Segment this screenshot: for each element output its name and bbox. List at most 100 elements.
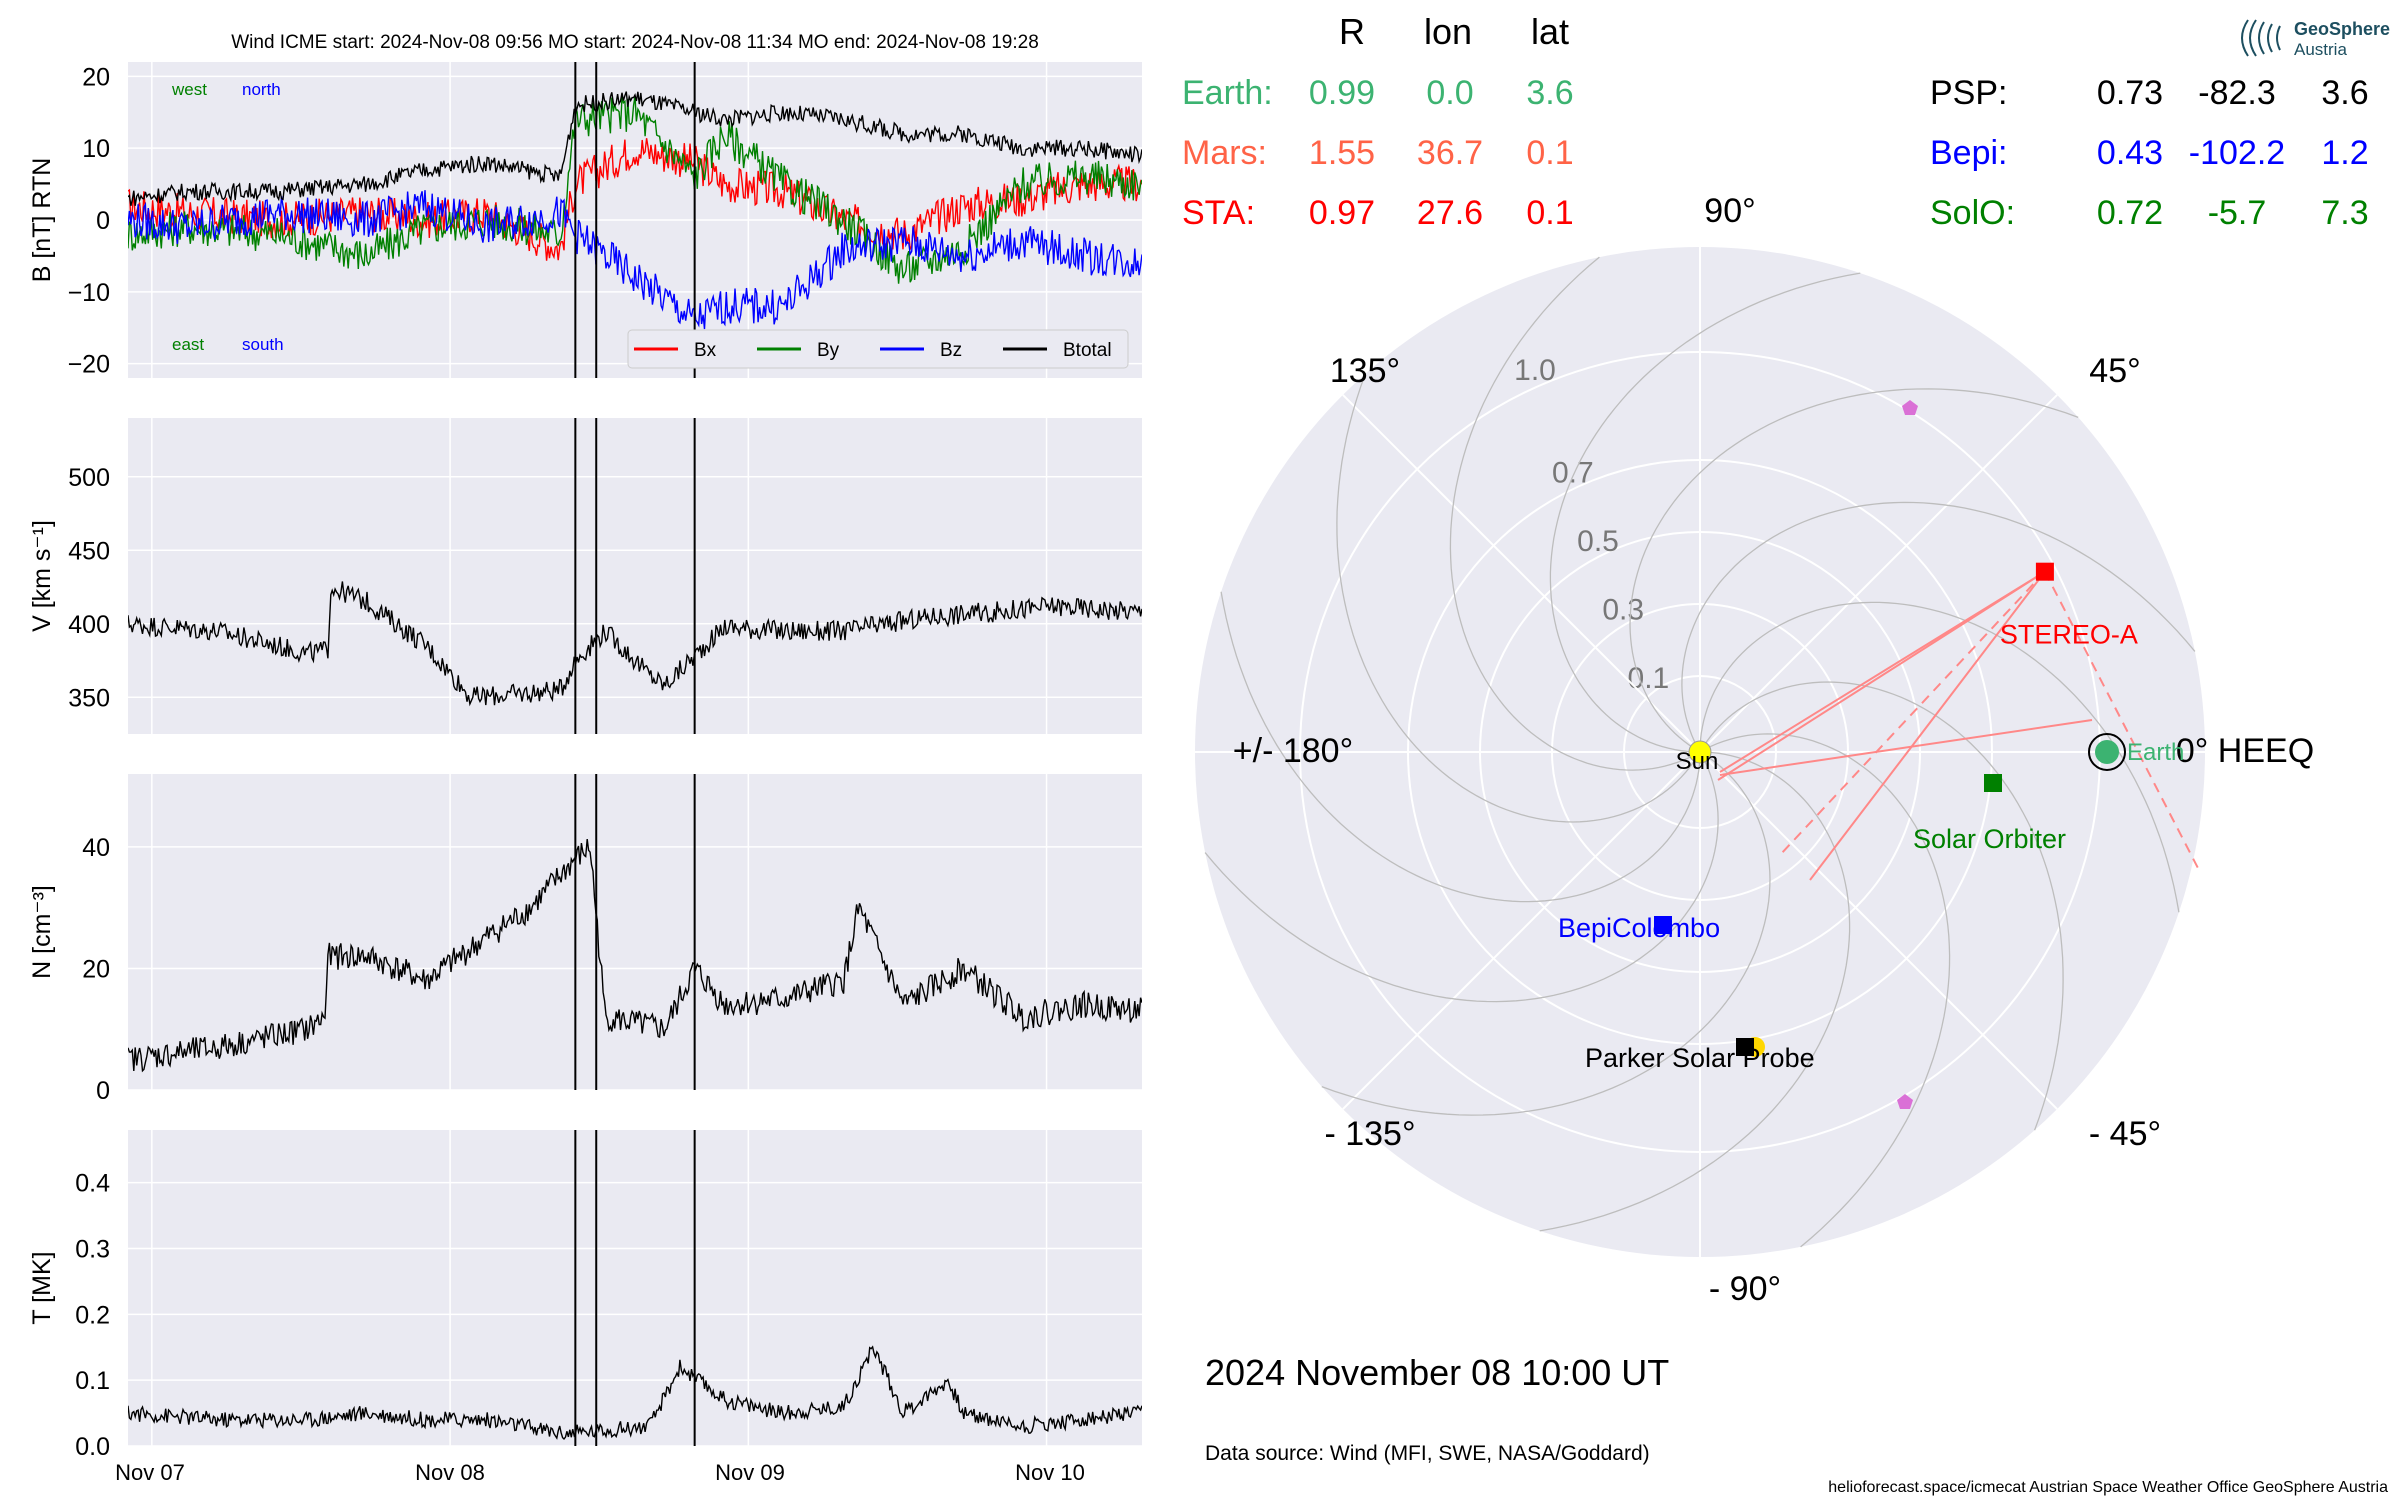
y-tick-label: 0.0 xyxy=(75,1433,110,1461)
x-tick-nov09: Nov 09 xyxy=(715,1460,785,1485)
y-tick-label: 40 xyxy=(82,834,110,862)
table-cell: 0.1 xyxy=(1526,134,1573,172)
legend-box xyxy=(627,329,1129,369)
angular-gridline xyxy=(1699,751,2058,1110)
body-label: Solar Orbiter xyxy=(1913,824,2066,854)
table-cell: 3.6 xyxy=(1526,74,1573,112)
series-line-N xyxy=(128,839,1142,1073)
series-group xyxy=(128,839,1142,1073)
table-cell: Earth: xyxy=(1182,74,1273,112)
radial-tick-label: 1.0 xyxy=(1514,354,1556,387)
parker-spiral-line xyxy=(1629,388,2079,753)
body-marker xyxy=(2035,562,2054,581)
fov-line-dashed xyxy=(2044,571,2201,873)
table-cell: SolO: xyxy=(1930,194,2015,232)
series-group xyxy=(128,581,1142,707)
body-label: Parker Solar Probe xyxy=(1585,1043,1815,1073)
y-tick-label: 0.2 xyxy=(75,1301,110,1329)
y-axis-label: T [MK] xyxy=(28,1251,56,1324)
table-cell: PSP: xyxy=(1930,74,2007,112)
body-label: STEREO-A xyxy=(2000,620,2138,650)
body-parker-solar-probe: Parker Solar Probe xyxy=(1585,1037,1815,1073)
x-tick-nov10: Nov 10 xyxy=(1015,1460,1085,1485)
table-cell: -82.3 xyxy=(2198,74,2276,112)
table-header: lon xyxy=(1424,11,1472,52)
body-marker xyxy=(1736,1038,1754,1056)
footer-date: 2024 November 08 10:00 UT xyxy=(1205,1352,1669,1393)
header-title: Wind ICME start: 2024-Nov-08 09:56 MO st… xyxy=(231,32,1039,53)
legend-entry-Bz: Bz xyxy=(940,340,962,361)
table-cell: -102.2 xyxy=(2189,134,2285,172)
table-header: R xyxy=(1339,11,1365,52)
y-tick-label: 20 xyxy=(82,955,110,983)
body-label: Sun xyxy=(1676,748,1719,775)
table-header: lat xyxy=(1531,11,1569,52)
y-tick-label: 0.4 xyxy=(75,1170,110,1198)
angle-label: 135° xyxy=(1330,352,1400,390)
body-bepicolombo: BepiColombo xyxy=(1558,913,1720,943)
series-line-Bz xyxy=(128,190,1142,330)
y-tick-label: 10 xyxy=(82,135,110,163)
timeseries-panels: 20 10 0 −10 −20 B [nT] RTN west north east south B… xyxy=(28,62,1142,1461)
series-group xyxy=(128,91,1142,330)
radial-tick-label: 0.7 xyxy=(1552,457,1594,490)
panel-V: 500 450 400 350 V [km s⁻¹] xyxy=(28,418,1142,734)
table-cell: 1.55 xyxy=(1309,134,1375,172)
angular-gridline xyxy=(1342,394,1701,753)
planet-marker xyxy=(1897,1094,1913,1109)
parker-spiral-line xyxy=(1321,751,1771,1116)
y-tick-label: −20 xyxy=(68,351,110,379)
body-marker xyxy=(1654,916,1672,934)
parker-spiral-line xyxy=(1699,601,2180,913)
body-earth: Earth xyxy=(2088,733,2184,771)
geosphere-logo: GeoSphere Austria xyxy=(2241,19,2390,59)
table-cell: 0.1 xyxy=(1526,194,1573,232)
panel-B: 20 10 0 −10 −20 B [nT] RTN west north east south B… xyxy=(28,62,1142,379)
earth-ring xyxy=(2088,733,2126,771)
body-stereo-a: STEREO-A xyxy=(2000,562,2138,650)
table-cell: 27.6 xyxy=(1417,194,1483,232)
y-tick-label: 0 xyxy=(96,207,110,235)
table-cell: 36.7 xyxy=(1417,134,1483,172)
parker-spiral-line xyxy=(1539,751,1851,1232)
legend: Bx By Bz Btotal xyxy=(627,329,1129,369)
table-cell: 7.3 xyxy=(2321,194,2368,232)
angular-gridline xyxy=(1699,394,2058,753)
table-cell: -5.7 xyxy=(2208,194,2267,232)
x-axis-dates: Nov 07 Nov 08 Nov 09 Nov 10 xyxy=(115,1460,1085,1485)
body-sun: Sun xyxy=(1676,740,1719,775)
body-marker xyxy=(2095,740,2119,764)
stereo-a-fov-lines xyxy=(1717,570,2201,881)
y-tick-label: −10 xyxy=(68,279,110,307)
series-line-V xyxy=(128,581,1142,707)
series-line-T xyxy=(128,1345,1142,1441)
angle-label: +/- 180° xyxy=(1233,732,1353,770)
panel-N: 40 20 0 N [cm⁻³] xyxy=(28,774,1142,1105)
angle-label: - 45° xyxy=(2089,1115,2161,1153)
annotation-north: north xyxy=(242,80,281,99)
radial-tick-label: 0.3 xyxy=(1602,593,1644,626)
y-axis-label: B [nT] RTN xyxy=(28,158,56,283)
y-tick-label: 500 xyxy=(68,464,110,492)
table-cell: STA: xyxy=(1182,194,1255,232)
y-tick-label: 0.1 xyxy=(75,1367,110,1395)
y-tick-label: 0.3 xyxy=(75,1236,110,1264)
body-label: BepiColombo xyxy=(1558,913,1720,943)
orbit-plot: 0.1 0.3 0.5 0.7 1.0 90° 45° 0° HEEQ - 45° - 90° - … xyxy=(1195,192,2314,1308)
annotation-west: west xyxy=(171,80,207,99)
table-cell: Bepi: xyxy=(1930,134,2008,172)
table-cell: 0.72 xyxy=(2097,194,2163,232)
parker-spiral-line xyxy=(1220,591,1701,903)
fov-line xyxy=(1719,570,2046,773)
parker-spiral-line xyxy=(1449,256,1701,771)
panel-background xyxy=(128,418,1142,734)
table-cell: 0.73 xyxy=(2097,74,2163,112)
series-line-Btotal xyxy=(128,91,1142,206)
table-cell: Mars: xyxy=(1182,134,1267,172)
y-tick-label: 350 xyxy=(68,684,110,712)
panel-T: 0.4 0.3 0.2 0.1 0.0 T [MK] xyxy=(28,1130,1142,1461)
table-cell: 3.6 xyxy=(2321,74,2368,112)
parker-spiral-line xyxy=(1204,751,1719,1003)
